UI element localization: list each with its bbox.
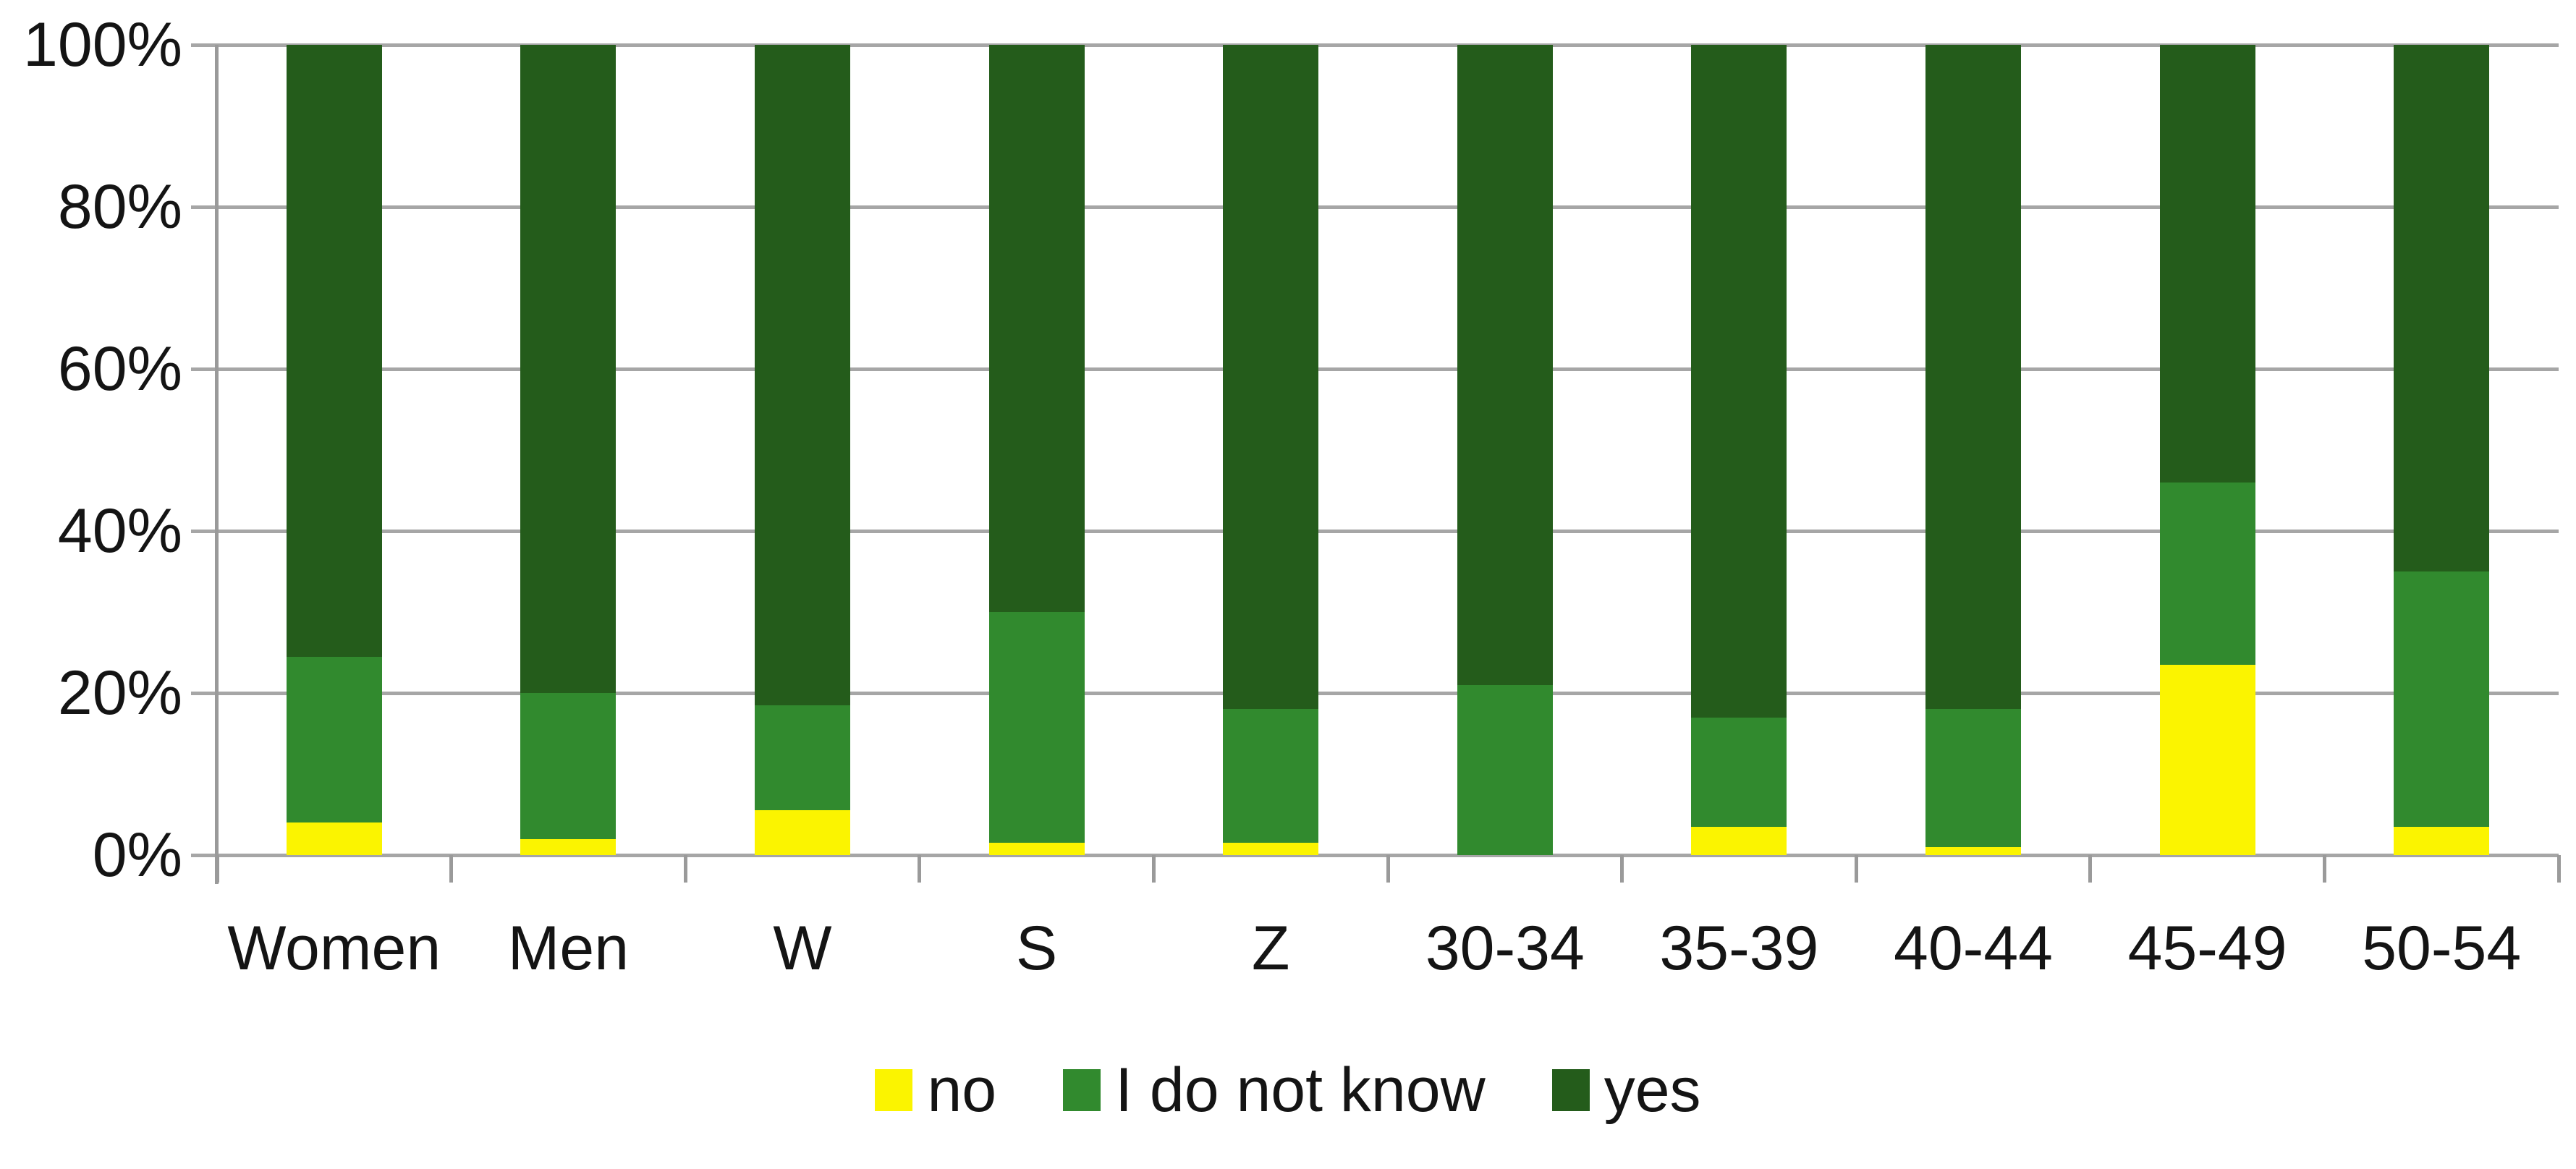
- y-axis-tick-label: 0%: [92, 820, 182, 890]
- bar-40-44: [1925, 45, 2021, 855]
- bar-segment-no: [286, 822, 382, 855]
- legend-swatch-I-do-not-know: [1063, 1069, 1101, 1111]
- legend-item-no: no: [875, 1059, 996, 1121]
- x-axis-tick: [1151, 855, 1156, 883]
- bar-segment-yes: [286, 45, 382, 657]
- bar-Women: [286, 45, 382, 855]
- bar-segment-I-do-not-know: [988, 612, 1085, 843]
- bar-segment-I-do-not-know: [2394, 571, 2490, 827]
- x-axis-label-40-44: 40-44: [1894, 914, 2053, 983]
- bar-W: [755, 45, 850, 855]
- legend-item-yes: yes: [1551, 1055, 1701, 1125]
- x-axis-label-45-49: 45-49: [2127, 914, 2287, 983]
- x-axis-tick: [2322, 855, 2326, 883]
- x-axis-tick: [1620, 855, 1624, 883]
- bar-segment-yes: [1691, 45, 1787, 718]
- y-axis-labels: 0% 20% 40% 60% 80% 100%: [0, 14, 182, 886]
- bar-segment-no: [2159, 664, 2255, 855]
- bar-segment-no: [1925, 846, 2021, 855]
- x-axis-tick: [215, 855, 219, 883]
- bar-35-39: [1691, 45, 1787, 855]
- y-axis-tick-label: 80%: [57, 172, 182, 242]
- bar-Men: [520, 45, 617, 855]
- bar-segment-yes: [988, 45, 1085, 612]
- bar-50-54: [2394, 45, 2490, 855]
- gridline-80: [191, 205, 2559, 209]
- bar-S: [988, 45, 1085, 855]
- bar-segment-I-do-not-know: [1223, 709, 1319, 843]
- x-axis-label-35-39: 35-39: [1659, 914, 1819, 983]
- x-axis-label-30-34: 30-34: [1425, 914, 1585, 983]
- x-axis-tick: [918, 855, 922, 883]
- bar-segment-I-do-not-know: [755, 705, 850, 811]
- bar-segment-yes: [2159, 45, 2255, 483]
- x-axis-label-W: W: [773, 914, 832, 983]
- x-axis-labels: Women Men W S Z 30-34 35-39 40-44 45-49 50-54: [217, 909, 2559, 995]
- y-axis-tick-label: 60%: [57, 334, 182, 404]
- bar-segment-no: [520, 838, 617, 855]
- x-axis-tick: [2088, 855, 2093, 883]
- bar-segment-I-do-not-know: [1691, 717, 1787, 827]
- x-axis-tick: [683, 855, 687, 883]
- x-axis-label-Z: Z: [1251, 914, 1290, 983]
- bar-45-49: [2159, 45, 2255, 855]
- legend-swatch-yes: [1551, 1069, 1590, 1111]
- bar-segment-yes: [520, 45, 617, 693]
- legend-label: no: [927, 1055, 997, 1125]
- plot-area: [191, 43, 2561, 884]
- x-axis-tick: [449, 855, 454, 883]
- x-axis-tick: [2556, 855, 2561, 883]
- y-axis-line: [215, 45, 219, 884]
- bar-segment-yes: [1925, 45, 2021, 710]
- x-axis-label-Women: Women: [227, 914, 441, 983]
- gridline-0: [191, 853, 2559, 857]
- bar-segment-no: [755, 810, 850, 855]
- bar-Z: [1223, 45, 1319, 855]
- bar-segment-I-do-not-know: [286, 656, 382, 823]
- bar-segment-no: [1223, 843, 1319, 855]
- legend-label: yes: [1603, 1055, 1701, 1125]
- bar-segment-no: [1691, 826, 1787, 855]
- bar-segment-I-do-not-know: [520, 693, 617, 839]
- x-axis-label-50-54: 50-54: [2362, 914, 2522, 983]
- legend-item-I-do-not-know: I do not know: [1063, 1059, 1486, 1121]
- y-axis-tick-label: 40%: [57, 496, 182, 566]
- legend-swatch-no: [875, 1069, 913, 1111]
- y-axis-tick-label: 100%: [23, 10, 182, 80]
- gridline-40: [191, 529, 2559, 533]
- x-axis-tick: [1386, 855, 1390, 883]
- bar-segment-no: [2394, 826, 2490, 855]
- bar-segment-I-do-not-know: [1925, 709, 2021, 847]
- legend-label: I do not know: [1115, 1055, 1486, 1125]
- bar-segment-I-do-not-know: [1457, 684, 1553, 855]
- bar-segment-yes: [1457, 45, 1553, 685]
- bar-segment-yes: [2394, 45, 2490, 571]
- gridline-60: [191, 367, 2559, 371]
- y-axis-tick-label: 20%: [57, 658, 182, 728]
- bar-segment-I-do-not-know: [2159, 482, 2255, 665]
- x-axis-label-Men: Men: [507, 914, 630, 983]
- gridline-20: [191, 691, 2559, 695]
- x-axis-label-S: S: [1015, 914, 1058, 983]
- bar-segment-yes: [755, 45, 850, 705]
- bar-segment-no: [988, 843, 1085, 855]
- legend: no I do not know yes: [0, 1043, 2576, 1137]
- x-axis-tick: [1854, 855, 1858, 883]
- bar-30-34: [1457, 45, 1553, 855]
- gridline-100: [191, 43, 2559, 47]
- bar-segment-yes: [1223, 45, 1319, 710]
